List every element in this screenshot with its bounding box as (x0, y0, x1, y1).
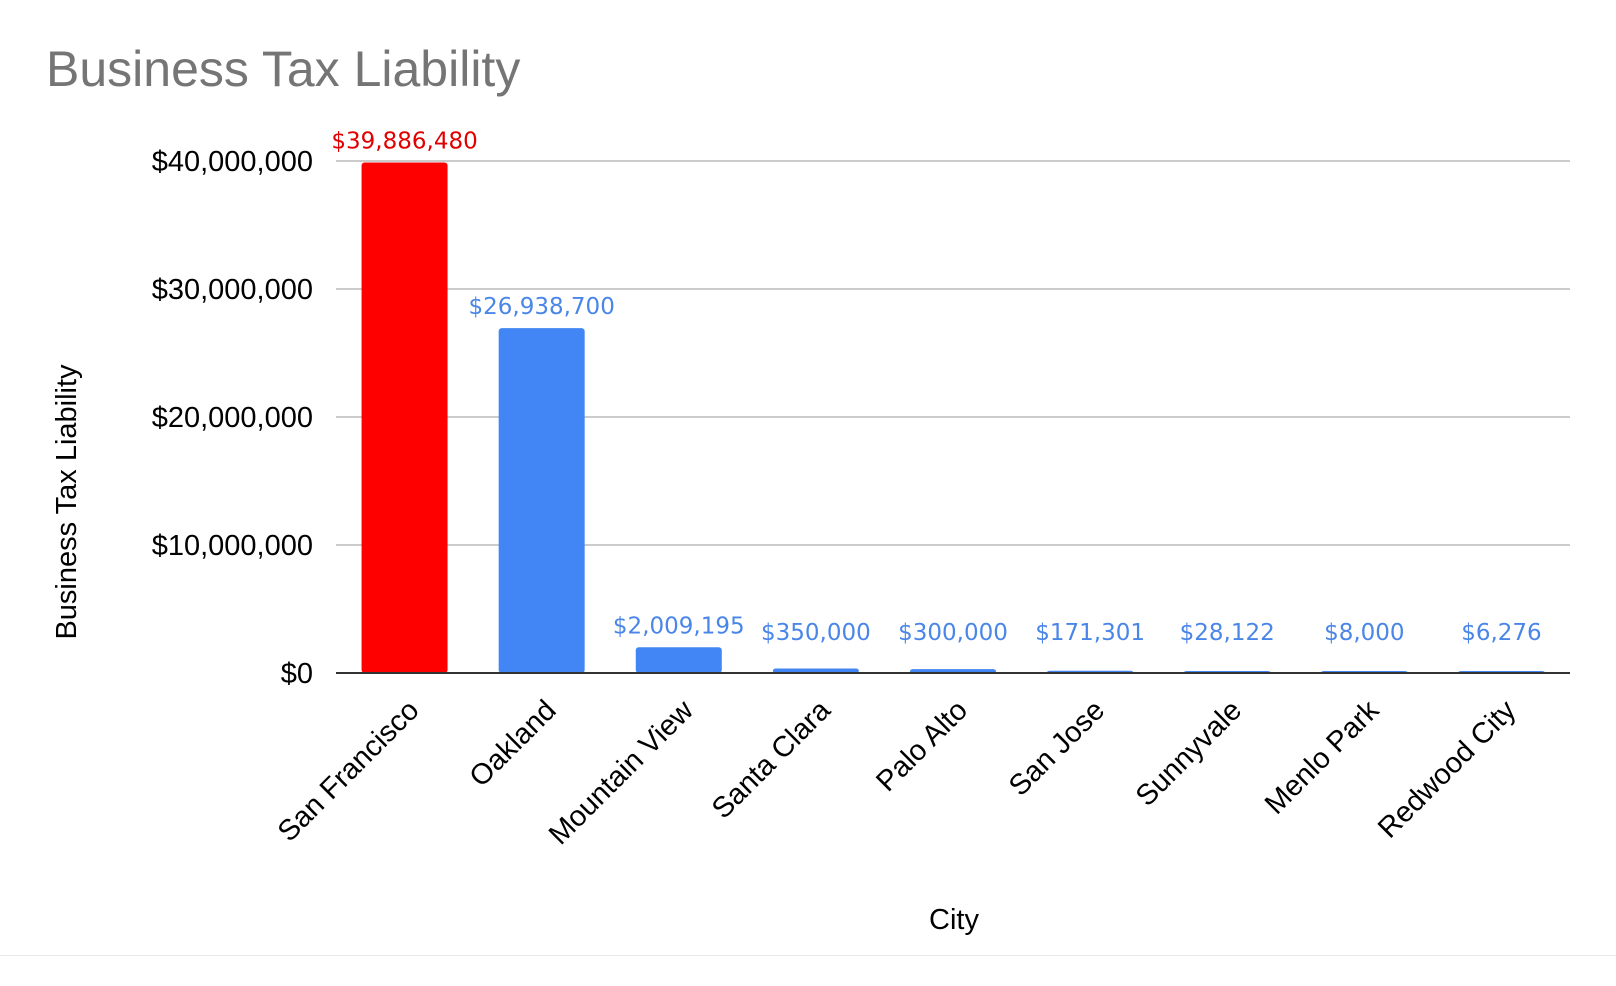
x-tick-label: Palo Alto (870, 694, 974, 798)
data-label: $300,000 (898, 620, 1008, 646)
bar-oakland (498, 328, 585, 673)
x-tick-label: Redwood City (1372, 694, 1523, 845)
bars (361, 162, 1545, 673)
chart-title: Business Tax Liability (46, 41, 521, 97)
x-tick-label: Sunnyvale (1130, 694, 1248, 812)
data-label: $171,301 (1035, 620, 1145, 646)
bar-mountain-view (635, 647, 722, 673)
x-tick-label: San Jose (1003, 694, 1111, 802)
x-tick-label: Santa Clara (706, 694, 838, 826)
y-axis-ticks: $0 $10,000,000 $20,000,000 $30,000,000 $40,0… (152, 146, 313, 690)
x-axis-title: City (929, 904, 979, 936)
data-label: $2,009,195 (613, 613, 745, 639)
data-label: $26,938,700 (469, 294, 615, 320)
y-axis-title: Business Tax Liability (51, 364, 83, 640)
data-label: $28,122 (1180, 620, 1275, 646)
bar-santa-clara (772, 668, 859, 673)
y-tick-label: $10,000,000 (152, 530, 313, 562)
data-label: $6,276 (1461, 620, 1541, 646)
data-label: $39,886,480 (331, 128, 477, 154)
bar-san-francisco (361, 162, 448, 673)
x-tick-label: Menlo Park (1259, 694, 1386, 821)
x-tick-label: Mountain View (543, 694, 701, 852)
data-label: $8,000 (1324, 620, 1404, 646)
y-tick-label: $20,000,000 (152, 402, 313, 434)
data-labels: $39,886,480 $26,938,700 $2,009,195 $350,000… (327, 124, 1545, 650)
y-tick-label: $30,000,000 (152, 274, 313, 306)
y-tick-label: $40,000,000 (152, 146, 313, 178)
x-tick-label: San Francisco (272, 694, 426, 848)
data-label: $350,000 (761, 620, 871, 646)
bottom-divider (0, 955, 1616, 956)
x-tick-label: Oakland (464, 694, 563, 793)
y-tick-label: $0 (281, 658, 313, 690)
